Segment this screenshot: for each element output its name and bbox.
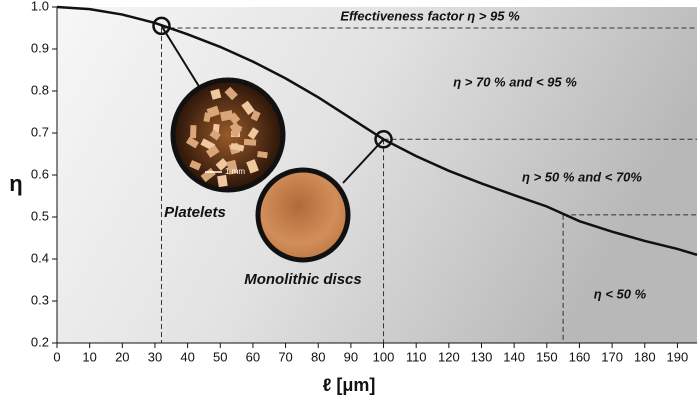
x-tick-label: 70 — [278, 349, 292, 364]
x-tick-label: 120 — [438, 349, 460, 364]
y-tick-label: 0.6 — [31, 166, 49, 181]
x-tick-label: 180 — [634, 349, 656, 364]
x-tick-label: 130 — [471, 349, 493, 364]
highlight-point — [374, 130, 393, 149]
platelet-flake — [241, 100, 255, 116]
x-tick-label: 30 — [148, 349, 162, 364]
region-label: Effectiveness factor η > 95 % — [340, 8, 520, 23]
y-tick-label: 0.4 — [31, 250, 49, 265]
y-tick-label: 0.8 — [31, 82, 49, 97]
highlight-point — [152, 16, 171, 36]
platelet-flake — [257, 150, 268, 159]
x-axis-label: ℓ [μm] — [323, 375, 376, 395]
x-tick-label: 10 — [82, 349, 96, 364]
platelet-flake — [190, 125, 197, 139]
platelet-flake — [220, 110, 234, 122]
platelet-flake — [243, 138, 257, 146]
disc-image — [255, 167, 351, 263]
image-label: Monolithic discs — [244, 271, 362, 288]
y-axis-label: η — [9, 171, 22, 196]
platelet-flake — [246, 159, 259, 174]
x-tick-label: 140 — [503, 349, 525, 364]
y-tick-label: 0.2 — [31, 334, 49, 349]
x-tick-label: 60 — [246, 349, 260, 364]
y-tick-label: 0.5 — [31, 208, 49, 223]
region-label: η > 70 % and < 95 % — [453, 74, 577, 89]
y-tick-label: 0.7 — [31, 124, 49, 139]
platelet-flake — [215, 158, 229, 171]
x-tick-label: 160 — [569, 349, 591, 364]
platelet-flake — [185, 136, 200, 149]
x-tick-label: 110 — [406, 349, 427, 364]
x-tick-label: 170 — [601, 349, 623, 364]
line — [56, 5, 698, 256]
plot-background — [57, 7, 697, 343]
image-label: Platelets — [164, 204, 226, 221]
platelet-flake — [189, 160, 202, 171]
x-tick-label: 0 — [53, 349, 60, 364]
region-label: η > 50 % and < 70% — [522, 169, 642, 184]
x-tick-label: 100 — [373, 349, 395, 364]
platelet-flake — [250, 110, 261, 122]
y-tick-label: 0.9 — [31, 40, 49, 55]
x-tick-label: 50 — [213, 349, 227, 364]
platelet-flake — [203, 112, 211, 123]
x-tick-label: 40 — [180, 349, 194, 364]
platelet-flake — [210, 88, 222, 100]
y-tick-label: 0.3 — [31, 292, 49, 307]
platelet-flake — [247, 127, 260, 140]
x-tick-label: 90 — [344, 349, 358, 364]
x-tick-label: 80 — [311, 349, 325, 364]
x-tick-label: 150 — [536, 349, 558, 364]
platelet-flake — [229, 122, 242, 135]
platelet-flake — [209, 129, 221, 141]
x-tick-label: 20 — [115, 349, 129, 364]
scale-label: 1 mm — [225, 167, 245, 176]
region-label: η < 50 % — [594, 286, 647, 301]
connector — [160, 25, 201, 89]
y-tick-label: 1.0 — [31, 0, 49, 13]
platelet-flake — [230, 142, 245, 152]
platelet-flake — [224, 86, 238, 101]
connector — [342, 138, 385, 184]
platelet-flake — [226, 159, 239, 175]
platelet-flake — [217, 174, 228, 188]
platelet-flake — [205, 145, 220, 158]
x-tick-label: 190 — [667, 349, 689, 364]
